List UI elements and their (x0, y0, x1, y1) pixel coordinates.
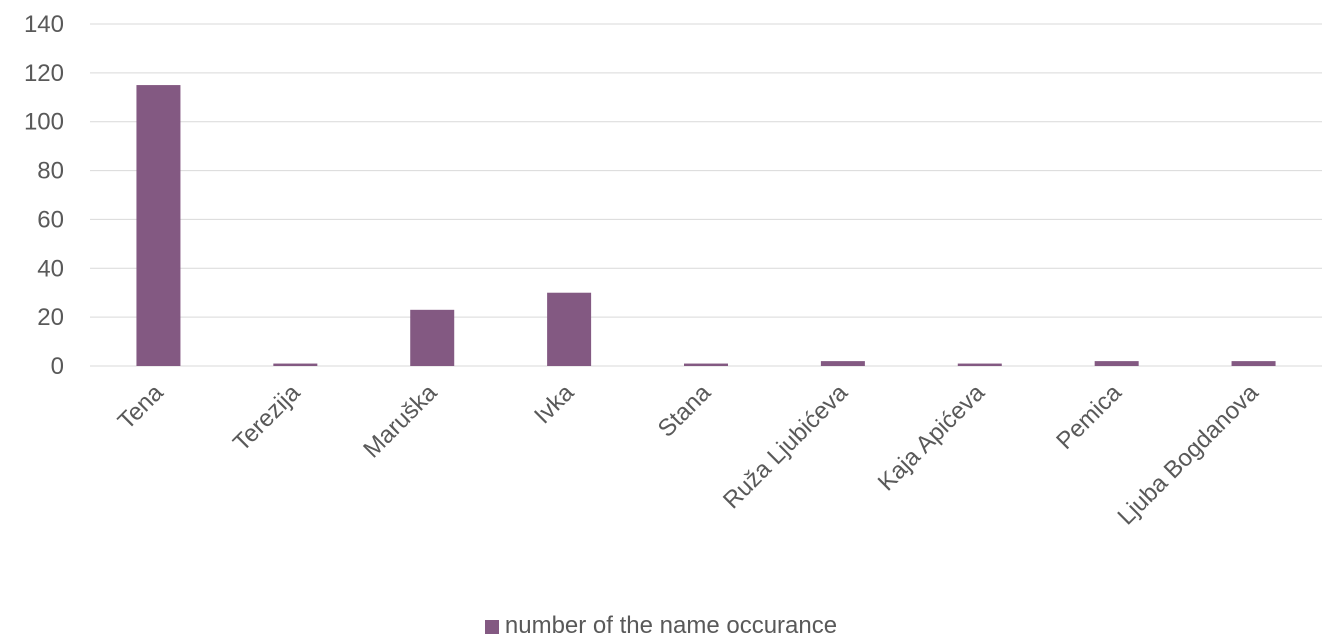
bar (410, 309, 455, 366)
bar (1094, 361, 1139, 366)
legend-swatch (484, 620, 499, 634)
legend-label: number of the name occurance (504, 612, 838, 639)
gridlines (90, 23, 1322, 367)
legend: number of the name occurance (0, 612, 1322, 640)
y-axis-ticks: 0 20 40 60 80 100 120 140 (24, 11, 64, 380)
y-tick-label: 40 (37, 255, 64, 282)
bar (820, 361, 865, 366)
bars (136, 85, 1276, 367)
x-tick-label: Ivka (529, 379, 580, 430)
x-axis-ticks: Tena Terezija Maruška Ivka Stana Ruža Ljubiće… (113, 379, 1264, 531)
y-tick-label: 120 (24, 60, 64, 87)
x-tick-label: Ruža Ljubićeva (718, 379, 854, 515)
bar (547, 292, 592, 366)
x-tick-label: Terezija (228, 379, 306, 457)
y-tick-label: 80 (37, 158, 64, 185)
bar (136, 85, 181, 367)
bar (684, 363, 728, 366)
bar (273, 363, 318, 366)
x-tick-label: Stana (653, 379, 717, 443)
y-tick-label: 20 (37, 304, 64, 331)
x-tick-label: Maruška (358, 379, 443, 464)
x-tick-label: Tena (113, 379, 169, 435)
bar (957, 363, 1002, 366)
x-tick-label: Kaja Apićeva (873, 379, 991, 497)
y-tick-label: 0 (51, 353, 64, 380)
y-tick-label: 140 (24, 11, 64, 38)
y-tick-label: 100 (24, 109, 64, 136)
x-tick-label: Pemica (1051, 379, 1127, 455)
x-tick-label: Ljuba Bogdanova (1113, 379, 1265, 531)
y-tick-label: 60 (37, 206, 64, 233)
bar (1231, 361, 1276, 366)
